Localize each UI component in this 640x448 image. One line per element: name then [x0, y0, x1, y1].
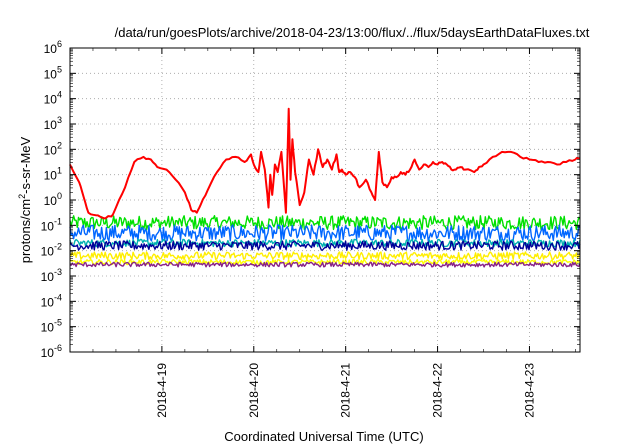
y-tick-exponent: 6	[57, 39, 62, 49]
y-tick-base: 10	[41, 295, 55, 309]
y-tick-exponent: -2	[54, 242, 62, 252]
x-tick-label: 2018-4-21	[339, 363, 353, 418]
y-tick-base: 10	[44, 93, 58, 107]
y-tick-label: 105	[44, 64, 62, 81]
y-tick-label: 10-2	[41, 242, 62, 259]
y-tick-exponent: -3	[54, 267, 62, 277]
y-tick-base: 10	[41, 321, 55, 335]
y-tick-label: 10-1	[41, 216, 62, 233]
series-line	[69, 224, 581, 242]
y-tick-exponent: 5	[57, 64, 62, 74]
y-tick-base: 10	[44, 143, 58, 157]
y-tick-labels: 10-610-510-410-310-210-11001011021031041…	[41, 39, 62, 360]
gridlines	[70, 48, 580, 352]
x-tick-labels: 2018-4-19 2018-4-20 2018-4-21 2018-4-22 2018…	[155, 363, 537, 418]
y-tick-base: 10	[44, 118, 58, 132]
y-tick-label: 106	[44, 39, 62, 56]
y-tick-base: 10	[44, 194, 58, 208]
y-axis-label-part: -s-sr-MeV	[18, 136, 33, 193]
x-tick-label: 2018-4-22	[431, 363, 445, 418]
y-tick-label: 101	[44, 166, 62, 183]
y-tick-base: 10	[41, 270, 55, 284]
y-tick-exponent: 3	[57, 115, 62, 125]
x-tick-label: 2018-4-19	[155, 363, 169, 418]
x-tick-label: 2018-4-23	[522, 363, 536, 418]
y-tick-label: 104	[44, 90, 62, 107]
y-axis-label-part: protons/cm	[18, 199, 33, 263]
y-tick-label: 10-3	[41, 267, 62, 284]
y-tick-base: 10	[41, 346, 55, 360]
y-tick-exponent: -6	[54, 343, 62, 353]
series-line	[69, 261, 581, 268]
series-line	[69, 251, 581, 261]
y-tick-base: 10	[44, 42, 58, 56]
y-tick-label: 103	[44, 115, 62, 132]
data-series	[69, 107, 581, 268]
y-axis-label: protons/cm2-s-sr-MeV	[17, 136, 33, 263]
y-tick-exponent: -4	[54, 292, 62, 302]
series-line	[69, 215, 581, 231]
y-tick-exponent: 1	[57, 166, 62, 176]
chart-title: /data/run/goesPlots/archive/2018-04-23/1…	[115, 25, 590, 40]
y-tick-exponent: 0	[57, 191, 62, 201]
series-line	[69, 238, 581, 248]
y-tick-exponent: -5	[54, 318, 62, 328]
y-tick-label: 10-6	[41, 343, 62, 360]
y-tick-label: 10-4	[41, 292, 62, 309]
y-tick-base: 10	[41, 219, 55, 233]
y-tick-exponent: 4	[57, 90, 62, 100]
y-tick-exponent: -1	[54, 216, 62, 226]
axis-ticks	[70, 47, 580, 353]
y-tick-base: 10	[44, 169, 58, 183]
x-tick-label: 2018-4-20	[247, 363, 261, 418]
series-line	[69, 240, 581, 251]
y-tick-exponent: 2	[57, 140, 62, 150]
y-tick-base: 10	[44, 67, 58, 81]
y-tick-label: 100	[44, 191, 62, 208]
series-line	[69, 107, 581, 220]
x-axis-label: Coordinated Universal Time (UTC)	[224, 429, 423, 444]
y-tick-base: 10	[41, 245, 55, 259]
y-axis-label-exponent: 2	[17, 194, 27, 199]
y-tick-label: 10-5	[41, 318, 62, 335]
y-tick-label: 102	[44, 140, 62, 157]
